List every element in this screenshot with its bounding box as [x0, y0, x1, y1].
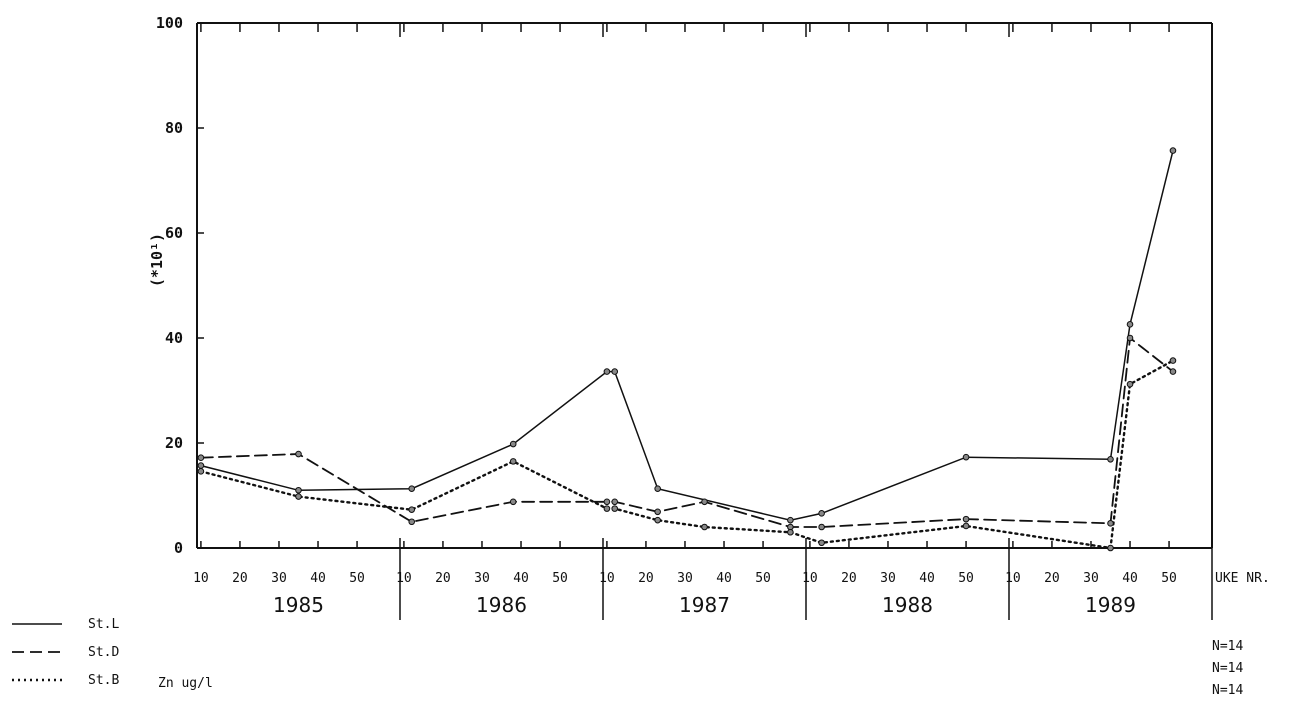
data-point-stb — [1126, 380, 1134, 388]
x-tick-label: 40 — [716, 571, 732, 586]
series-count-std: N=14 — [1212, 661, 1243, 676]
year-label: 1987 — [679, 593, 730, 617]
data-point-stb — [611, 505, 619, 512]
x-axis-ticks: 10 20 30 40 50 10 20 30 40 50 10 20 30 40 50 10 20 30 40 50… — [193, 23, 1177, 586]
x-tick-label: 50 — [958, 571, 974, 586]
year-label: 1988 — [882, 593, 933, 617]
data-point-std — [1126, 334, 1134, 342]
data-point-stl — [603, 368, 611, 375]
series-line-stb — [199, 359, 1175, 550]
x-tick-label: 50 — [1161, 571, 1177, 586]
x-tick-label: 20 — [638, 571, 654, 586]
data-point-stb — [509, 458, 517, 465]
legend: St.L N=14 St.D N=14 St.B N=14 — [12, 617, 1243, 698]
data-point-std — [197, 454, 205, 462]
y-tick-label: 20 — [165, 434, 183, 452]
unit-label: Zn ug/l — [158, 676, 213, 691]
y-tick-label: 80 — [165, 119, 183, 137]
data-point-std — [295, 450, 302, 458]
x-tick-label: 10 — [802, 571, 818, 586]
data-point-stb — [295, 493, 302, 500]
x-tick-label: 50 — [755, 571, 771, 586]
data-point-stb — [603, 505, 611, 512]
x-tick-label: 20 — [1044, 571, 1060, 586]
x-tick-label: 30 — [880, 571, 896, 586]
x-tick-label: 50 — [552, 571, 568, 586]
y-axis-label: (*10¹) — [148, 233, 166, 287]
data-point-stl — [611, 368, 619, 375]
data-point-stb — [787, 528, 794, 536]
data-point-stl — [1126, 321, 1134, 328]
y-tick-label: 40 — [165, 329, 183, 347]
axes — [196, 22, 1213, 549]
year-label: 1985 — [273, 593, 324, 617]
data-point-stl — [295, 486, 302, 494]
legend-label-std: St.D — [88, 645, 119, 660]
x-tick-label: 40 — [1122, 571, 1138, 586]
data-point-stl — [787, 516, 794, 524]
year-label: 1986 — [476, 593, 527, 617]
data-point-std — [701, 498, 708, 506]
data-point-stl — [962, 453, 970, 461]
x-tick-label: 40 — [513, 571, 529, 586]
data-point-std — [654, 508, 661, 516]
x-tick-label: 10 — [193, 571, 209, 586]
y-axis-ticks: 0 20 40 60 80 100 — [156, 14, 204, 557]
series-count-stb: N=14 — [1212, 683, 1243, 698]
x-tick-label: 30 — [677, 571, 693, 586]
data-point-stb — [818, 539, 825, 547]
data-point-std — [509, 498, 517, 506]
legend-label-stb: St.B — [88, 673, 119, 688]
x-tick-label: 40 — [919, 571, 935, 586]
x-tick-label: 10 — [599, 571, 615, 586]
x-tick-label: 10 — [396, 571, 412, 586]
x-tick-label: 50 — [349, 571, 365, 586]
x-tick-label: 30 — [271, 571, 287, 586]
data-point-stb — [1107, 544, 1114, 552]
year-label: 1989 — [1085, 593, 1136, 617]
x-tick-label: 20 — [232, 571, 248, 586]
data-point-std — [603, 498, 611, 506]
data-point-stb — [962, 522, 970, 530]
x-tick-label: 20 — [435, 571, 451, 586]
series-line-stl — [200, 149, 1174, 521]
data-point-std — [408, 518, 416, 526]
data-point-std — [962, 515, 970, 523]
series-line-std — [199, 336, 1174, 528]
x-tick-label: 30 — [474, 571, 490, 586]
y-tick-label: 60 — [165, 224, 183, 242]
data-point-stb — [701, 523, 708, 531]
data-point-stl — [1169, 147, 1177, 154]
data-point-std — [1169, 368, 1177, 375]
data-point-stl — [197, 462, 205, 469]
data-point-std — [818, 523, 825, 531]
data-point-stl — [509, 440, 517, 448]
x-axis-label: UKE NR. — [1215, 571, 1270, 586]
data-point-std — [1107, 520, 1114, 527]
legend-label-stl: St.L — [88, 617, 119, 632]
x-tick-label: 20 — [841, 571, 857, 586]
series-count-stl: N=14 — [1212, 639, 1243, 654]
x-tick-label: 10 — [1005, 571, 1021, 586]
x-tick-label: 30 — [1083, 571, 1099, 586]
y-tick-label: 100 — [156, 14, 183, 32]
data-point-stb — [1169, 357, 1177, 364]
data-point-std — [611, 498, 619, 506]
data-point-stb — [408, 506, 416, 513]
data-point-stl — [408, 485, 416, 492]
x-tick-label: 40 — [310, 571, 326, 586]
data-point-stl — [1107, 455, 1114, 463]
data-markers — [197, 147, 1177, 552]
data-point-stb — [654, 516, 661, 524]
data-point-stl — [654, 485, 661, 492]
series-lines — [199, 149, 1175, 550]
y-tick-label: 0 — [174, 539, 183, 557]
year-dividers: 1985 1986 1987 1988 1989 — [273, 23, 1213, 620]
data-point-stb — [197, 468, 205, 475]
data-point-stl — [818, 510, 825, 517]
